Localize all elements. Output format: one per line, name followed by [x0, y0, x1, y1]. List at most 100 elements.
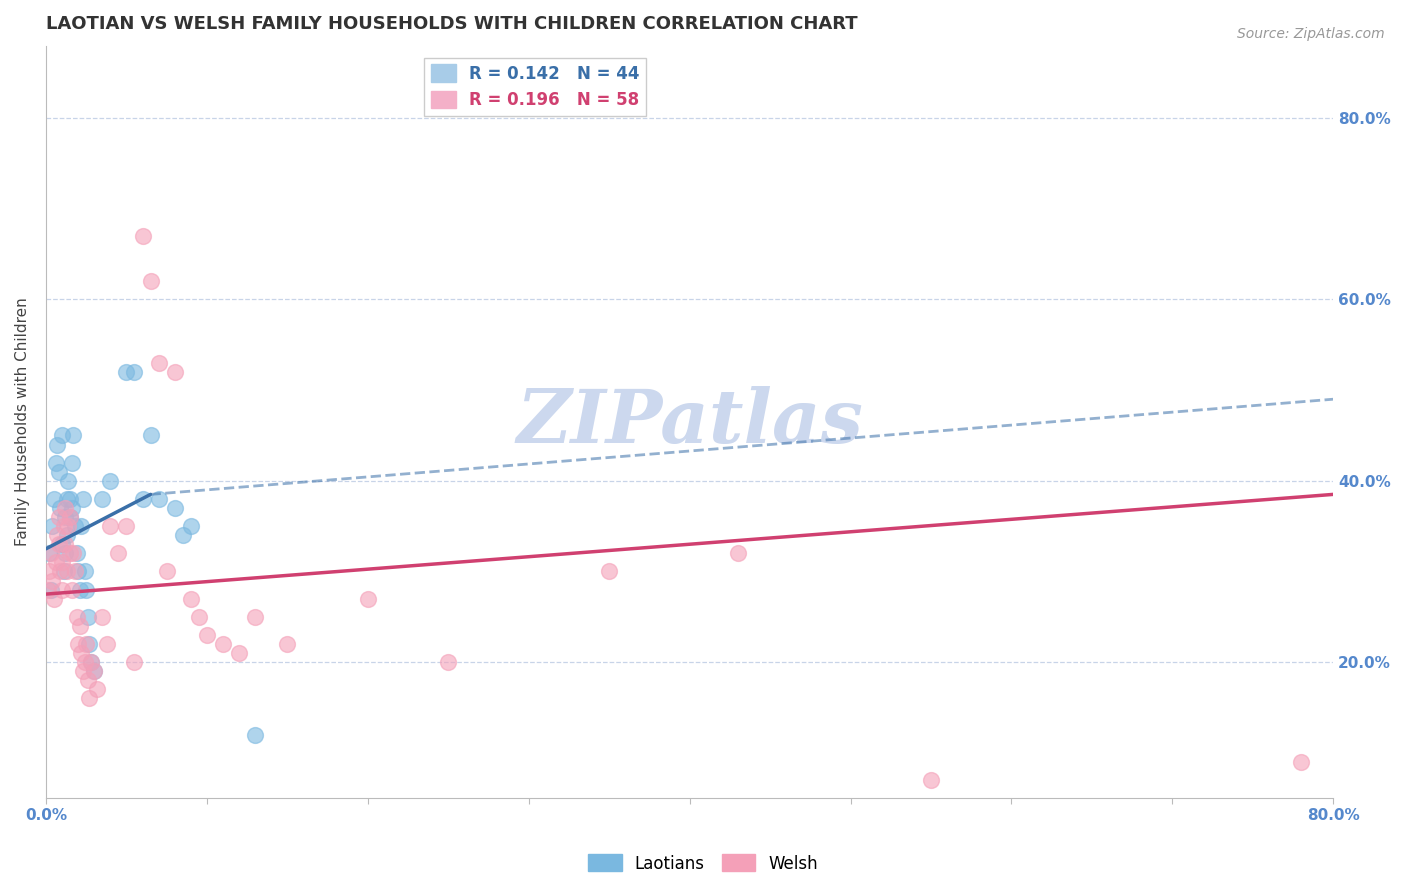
Laotians	[131, 491, 153, 506]
Welsh	[38, 565, 60, 579]
Laotians	[41, 519, 63, 533]
Text: ZIPatlas: ZIPatlas	[516, 385, 863, 458]
Welsh	[86, 682, 108, 697]
Laotians	[53, 510, 76, 524]
Welsh	[67, 637, 90, 651]
Welsh	[69, 619, 91, 633]
Laotians	[91, 491, 114, 506]
Welsh	[96, 637, 118, 651]
Welsh	[920, 772, 942, 787]
Welsh	[51, 555, 73, 569]
Welsh	[243, 609, 266, 624]
Legend: R = 0.142   N = 44, R = 0.196   N = 58: R = 0.142 N = 44, R = 0.196 N = 58	[425, 58, 647, 116]
Laotians	[115, 365, 138, 379]
Laotians	[63, 519, 86, 533]
Laotians	[42, 491, 65, 506]
Laotians	[70, 519, 93, 533]
Welsh	[107, 546, 129, 560]
Laotians	[73, 565, 96, 579]
Laotians	[172, 528, 194, 542]
Laotians	[139, 428, 162, 442]
Welsh	[598, 565, 620, 579]
Laotians	[52, 565, 75, 579]
Welsh	[75, 637, 97, 651]
Welsh	[70, 646, 93, 660]
Laotians	[67, 565, 90, 579]
Laotians	[163, 500, 186, 515]
Laotians	[58, 474, 80, 488]
Laotians	[38, 546, 60, 560]
Laotians	[49, 500, 72, 515]
Welsh	[62, 546, 84, 560]
Laotians	[80, 655, 103, 669]
Laotians	[60, 500, 83, 515]
Laotians	[56, 528, 79, 542]
Welsh	[187, 609, 209, 624]
Welsh	[139, 274, 162, 288]
Laotians	[76, 609, 98, 624]
Laotians	[65, 546, 87, 560]
Welsh	[42, 591, 65, 606]
Welsh	[52, 519, 75, 533]
Welsh	[63, 565, 86, 579]
Welsh	[276, 637, 298, 651]
Welsh	[39, 546, 62, 560]
Laotians	[59, 491, 82, 506]
Laotians	[148, 491, 170, 506]
Welsh	[56, 565, 79, 579]
Welsh	[73, 655, 96, 669]
Laotians	[46, 437, 69, 451]
Legend: Laotians, Welsh: Laotians, Welsh	[582, 847, 824, 880]
Welsh	[80, 655, 103, 669]
Welsh	[53, 500, 76, 515]
Laotians	[45, 456, 67, 470]
Laotians	[83, 664, 105, 678]
Laotians	[60, 456, 83, 470]
Welsh	[48, 537, 70, 551]
Welsh	[79, 691, 101, 706]
Welsh	[115, 519, 138, 533]
Welsh	[156, 565, 179, 579]
Welsh	[228, 646, 250, 660]
Laotians	[53, 546, 76, 560]
Laotians	[124, 365, 146, 379]
Text: Source: ZipAtlas.com: Source: ZipAtlas.com	[1237, 27, 1385, 41]
Welsh	[48, 510, 70, 524]
Welsh	[45, 555, 67, 569]
Laotians	[62, 428, 84, 442]
Welsh	[163, 365, 186, 379]
Welsh	[49, 565, 72, 579]
Laotians	[69, 582, 91, 597]
Welsh	[60, 582, 83, 597]
Welsh	[76, 673, 98, 688]
Text: LAOTIAN VS WELSH FAMILY HOUSEHOLDS WITH CHILDREN CORRELATION CHART: LAOTIAN VS WELSH FAMILY HOUSEHOLDS WITH …	[46, 15, 858, 33]
Welsh	[437, 655, 460, 669]
Laotians	[48, 465, 70, 479]
Welsh	[98, 519, 121, 533]
Welsh	[83, 664, 105, 678]
Welsh	[124, 655, 146, 669]
Laotians	[75, 582, 97, 597]
Welsh	[65, 609, 87, 624]
Laotians	[51, 428, 73, 442]
Welsh	[46, 528, 69, 542]
Laotians	[79, 637, 101, 651]
Welsh	[58, 519, 80, 533]
Welsh	[53, 537, 76, 551]
Welsh	[195, 628, 218, 642]
Laotians	[72, 491, 94, 506]
Welsh	[72, 664, 94, 678]
Laotians	[243, 728, 266, 742]
Laotians	[59, 510, 82, 524]
Welsh	[51, 582, 73, 597]
Welsh	[357, 591, 380, 606]
Welsh	[37, 582, 59, 597]
Welsh	[131, 229, 153, 244]
Welsh	[212, 637, 235, 651]
Laotians	[51, 537, 73, 551]
Welsh	[59, 510, 82, 524]
Laotians	[98, 474, 121, 488]
Welsh	[148, 356, 170, 370]
Y-axis label: Family Households with Children: Family Households with Children	[15, 298, 30, 546]
Laotians	[180, 519, 202, 533]
